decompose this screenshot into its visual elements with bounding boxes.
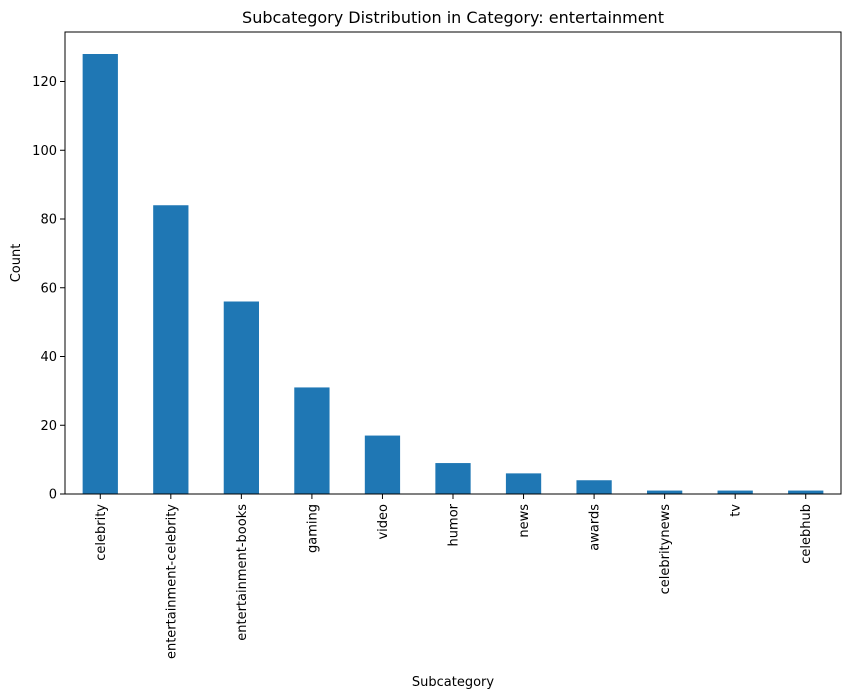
chart-title: Subcategory Distribution in Category: en… — [242, 8, 664, 27]
y-tick-label: 120 — [32, 75, 57, 90]
bar-entertainment-books — [223, 301, 259, 494]
x-tick-label: celebrity — [94, 504, 109, 561]
y-axis-ticks: 0 20 40 60 80 100 120 — [32, 75, 65, 503]
y-tick-label: 20 — [40, 419, 57, 434]
x-tick-label: celebritynews — [658, 504, 673, 595]
bar-celebrity — [82, 54, 118, 494]
bar-tv — [717, 490, 753, 494]
plot-frame — [64, 31, 842, 495]
x-axis-ticks: celebrity entertainment-celebrity entertai… — [94, 494, 814, 659]
bars-group — [82, 54, 824, 494]
bar-humor — [435, 463, 471, 494]
x-tick-label: humor — [447, 503, 462, 546]
y-tick-label: 100 — [32, 144, 57, 159]
bar-celebhub — [788, 490, 824, 494]
x-axis-label: Subcategory — [412, 675, 495, 690]
y-tick-label: 40 — [40, 350, 57, 365]
x-tick-label: news — [517, 504, 532, 538]
y-axis-label: Count — [9, 244, 24, 283]
y-tick-label: 60 — [40, 281, 57, 296]
bar-awards — [576, 480, 612, 494]
x-tick-label: entertainment-celebrity — [164, 504, 179, 659]
x-tick-label: tv — [729, 504, 744, 517]
bar-news — [505, 473, 542, 494]
x-tick-label: gaming — [305, 504, 320, 553]
y-tick-label: 80 — [40, 213, 57, 228]
bar-video — [364, 435, 401, 494]
bar-celebritynews — [647, 490, 683, 494]
x-tick-label: entertainment-books — [235, 504, 250, 641]
x-tick-label: video — [376, 504, 391, 540]
y-tick-label: 0 — [49, 488, 57, 503]
bar-entertainment-celebrity — [153, 205, 189, 494]
bar-gaming — [294, 387, 330, 494]
x-tick-label: celebhub — [799, 504, 814, 564]
x-tick-label: awards — [588, 504, 603, 551]
